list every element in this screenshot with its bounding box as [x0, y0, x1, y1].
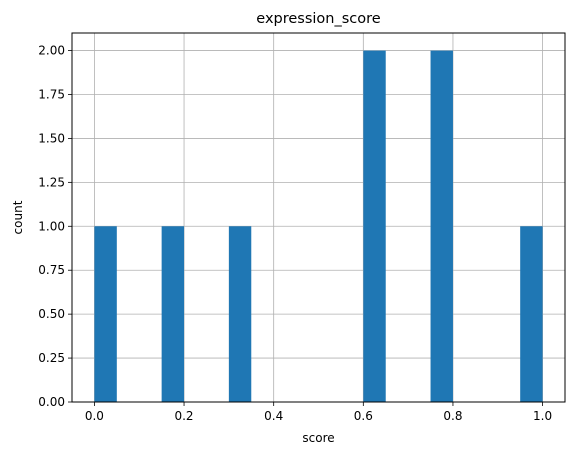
grid-layer [72, 33, 565, 403]
y-tick-label: 2.00 [38, 44, 65, 58]
y-tick-label: 0.25 [38, 351, 65, 365]
histogram-bar [161, 226, 185, 402]
chart-title: expression_score [256, 11, 381, 27]
histogram-bar [520, 226, 543, 402]
x-tick-label: 0.2 [174, 409, 193, 423]
y-tick-label: 0.75 [38, 263, 65, 277]
x-axis-label: score [302, 431, 334, 445]
x-tick-label: 0.0 [85, 409, 104, 423]
x-axis-ticks: 0.0 0.2 0.4 0.6 0.8 1.0 [85, 402, 552, 423]
y-tick-label: 1.50 [38, 131, 65, 145]
y-axis-label: count [11, 200, 25, 234]
histogram-bar [363, 50, 386, 402]
histogram-bar [94, 226, 117, 402]
y-tick-label: 1.25 [38, 175, 65, 189]
bars-layer [94, 50, 543, 402]
y-tick-label: 1.75 [38, 88, 65, 102]
y-tick-label: 0.50 [38, 307, 65, 321]
x-tick-label: 0.6 [354, 409, 373, 423]
histogram-bar [228, 226, 252, 402]
plot-frame [71, 32, 566, 403]
x-tick-label: 1.0 [533, 409, 552, 423]
x-tick-label: 0.4 [264, 409, 283, 423]
y-tick-label: 0.00 [38, 395, 65, 409]
y-axis-ticks: 0.00 0.25 0.50 0.75 1.00 1.25 1.50 1.75 2.00 [38, 44, 72, 409]
y-tick-label: 1.00 [38, 219, 65, 233]
histogram-bar [430, 50, 453, 402]
x-tick-label: 0.8 [443, 409, 462, 423]
